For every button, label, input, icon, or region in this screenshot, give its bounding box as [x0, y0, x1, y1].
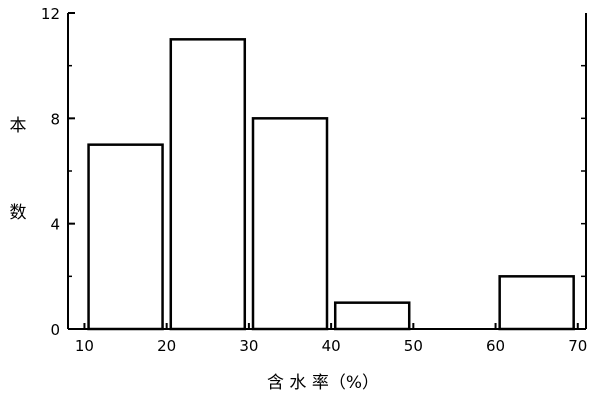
- bar-10-20: [87, 143, 164, 331]
- x-tick-label-10: 10: [75, 337, 94, 355]
- bar-30-40: [251, 117, 329, 331]
- x-tick-label-20: 20: [157, 337, 176, 355]
- bar-40-50: [333, 301, 411, 331]
- bar-20-30: [169, 38, 247, 331]
- x-axis-label: 含 水 率（%）: [267, 373, 379, 393]
- bars-layer: [87, 38, 575, 331]
- x-tick-label-30: 30: [239, 337, 258, 355]
- labels-layer: 本 数 含 水 率（%）: [10, 116, 379, 393]
- y-tick-label-4: 4: [50, 216, 60, 234]
- y-tick-label-8: 8: [50, 110, 60, 128]
- x-tick-label-40: 40: [322, 337, 341, 355]
- y-axis-label-char-2: 数: [10, 203, 27, 223]
- y-axis-label-char-1: 本: [10, 116, 27, 136]
- axes-layer: 0 4 8 12 10 20 30 40 50 60 70: [41, 5, 587, 355]
- y-tick-label-12: 12: [41, 5, 60, 23]
- x-tick-label-50: 50: [404, 337, 423, 355]
- x-tick-label-70: 70: [568, 337, 587, 355]
- y-tick-label-0: 0: [50, 321, 60, 339]
- x-tick-label-60: 60: [486, 337, 505, 355]
- bar-60-70: [498, 275, 575, 331]
